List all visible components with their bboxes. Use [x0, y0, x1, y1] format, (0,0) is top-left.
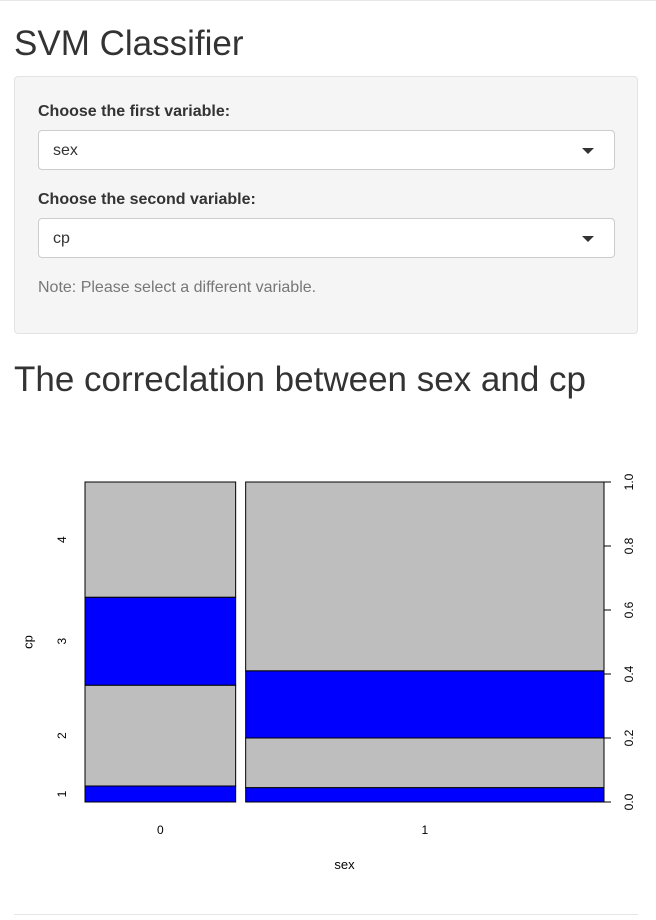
y-level-label: 3 [55, 638, 69, 645]
right-axis-tick-label: 0.2 [622, 729, 636, 746]
x-category-label: 1 [421, 823, 428, 837]
second-variable-select[interactable]: cp [38, 218, 615, 258]
right-axis-tick-label: 0.4 [622, 665, 636, 682]
y-axis-label: cp [20, 635, 35, 649]
help-note: Note: Please select a different variable… [38, 279, 317, 296]
bar-segment [245, 481, 605, 672]
right-axis-tick-label: 0.0 [622, 793, 636, 810]
chevron-down-icon [582, 148, 594, 154]
y-level-label: 1 [55, 790, 69, 797]
bar-segment [245, 787, 605, 803]
bottom-divider [14, 914, 638, 915]
first-variable-select[interactable]: sex [38, 130, 615, 170]
first-variable-label: Choose the first variable: [38, 103, 231, 120]
bar-segment [84, 785, 237, 803]
app-title: SVM Classifier [14, 24, 244, 63]
bar-segment [84, 481, 237, 598]
x-axis-label: sex [334, 857, 355, 872]
plot-title: The correclation between sex and cp [14, 360, 586, 399]
bar-segment [245, 670, 605, 739]
bar-segment [84, 684, 237, 787]
right-axis-tick-label: 0.6 [622, 601, 636, 618]
y-level-label: 4 [55, 536, 69, 543]
x-category-label: 0 [157, 823, 164, 837]
second-variable-value: cp [53, 230, 70, 247]
bar-segment [84, 596, 237, 686]
spineplot-chart: 1 2 3 4 cp 0.0 0.2 0.4 0.6 0.8 1.0 0 1 sex [20, 473, 636, 872]
top-divider [0, 0, 656, 1]
right-axis-tick-label: 0.8 [622, 537, 636, 554]
second-variable-label: Choose the second variable: [38, 191, 256, 208]
chevron-down-icon [582, 236, 594, 242]
sidebar-panel: Choose the first variable: sex Choose th… [14, 76, 638, 334]
right-axis-tick-label: 1.0 [622, 473, 636, 490]
bar-segment [245, 737, 605, 789]
y-level-label: 2 [55, 732, 69, 739]
first-variable-value: sex [53, 142, 78, 159]
